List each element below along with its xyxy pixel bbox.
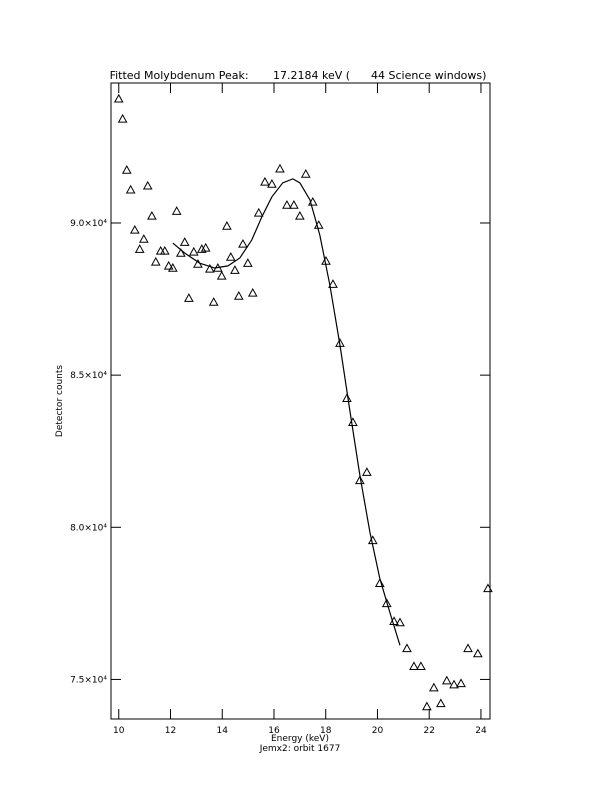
x-tick-label: 20 (372, 726, 384, 736)
data-point (155, 245, 166, 255)
subtitle: Jemx2: orbit 1677 (259, 744, 341, 754)
data-point (171, 206, 182, 215)
data-point (282, 199, 292, 209)
data-point (200, 242, 211, 252)
data-point (367, 535, 378, 545)
data-point (463, 643, 473, 653)
data-point (121, 165, 132, 174)
data-point (472, 648, 483, 658)
data-point (267, 179, 277, 188)
data-point (188, 246, 199, 256)
data-point (295, 210, 305, 220)
data-point (184, 293, 194, 302)
data-point (435, 698, 446, 708)
data-point (179, 237, 190, 246)
data-point (176, 248, 186, 257)
data-point (150, 256, 161, 266)
y-tick-label: 8.5×10⁴ (70, 371, 107, 381)
x-tick-label: 10 (113, 726, 125, 736)
y-axis-label: Detector counts (55, 365, 65, 437)
data-point (238, 238, 248, 248)
data-point (416, 661, 426, 671)
data-point (163, 260, 174, 270)
data-point (196, 244, 207, 253)
data-point (275, 163, 285, 173)
data-point (483, 583, 493, 593)
x-axis-label: Energy (keV) (271, 734, 329, 744)
data-point (230, 265, 240, 274)
x-tick-label: 18 (320, 726, 332, 736)
data-point (243, 258, 253, 267)
data-point (117, 113, 128, 123)
data-point (125, 184, 136, 194)
data-point (362, 467, 372, 476)
data-point (289, 199, 299, 209)
y-tick-label: 9.0×10⁴ (70, 219, 107, 229)
data-point (225, 252, 236, 261)
data-point (247, 287, 258, 297)
data-point (216, 270, 227, 280)
data-point (456, 678, 466, 688)
fit-line (172, 178, 401, 646)
plot-frame (110, 82, 491, 720)
data-point (300, 168, 311, 178)
data-point (113, 93, 124, 103)
x-tick-label: 16 (268, 726, 280, 736)
data-point (208, 297, 219, 306)
data-point (328, 279, 338, 288)
data-point (260, 176, 270, 186)
data-point (142, 180, 153, 190)
data-point (449, 679, 459, 689)
data-point (395, 617, 405, 627)
data-point (402, 643, 412, 653)
data-point (159, 245, 170, 255)
x-tick-label: 12 (165, 726, 176, 736)
data-point (147, 210, 157, 220)
x-tick-label: 22 (423, 726, 434, 736)
data-point (129, 224, 140, 234)
y-tick-label: 8.0×10⁴ (70, 523, 107, 533)
data-point (355, 475, 365, 485)
x-tick-label: 14 (217, 726, 229, 736)
data-point (429, 682, 439, 692)
data-point (409, 661, 419, 671)
data-point (441, 675, 452, 685)
y-tick-label: 7.5×10⁴ (70, 675, 107, 685)
data-point (253, 207, 264, 217)
data-point (233, 290, 244, 300)
data-point (167, 262, 178, 272)
data-point (342, 393, 352, 402)
data-point (204, 263, 215, 273)
data-point (348, 417, 358, 427)
chart-title: Fitted Molybdenum Peak: 17.2184 keV ( 44… (110, 69, 487, 82)
data-point (134, 244, 145, 253)
data-point (381, 598, 392, 608)
x-tick-label: 24 (475, 726, 487, 736)
data-point (422, 701, 432, 711)
data-point (374, 578, 385, 587)
data-point (222, 220, 232, 230)
data-point (139, 234, 149, 243)
